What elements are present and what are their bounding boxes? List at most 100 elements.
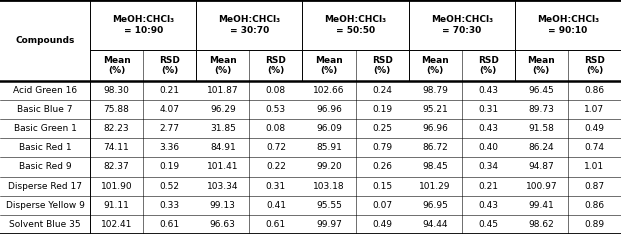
Text: 0.08: 0.08 — [266, 86, 286, 95]
Text: 99.97: 99.97 — [316, 220, 342, 229]
Text: MeOH:CHCl₃
= 90:10: MeOH:CHCl₃ = 90:10 — [537, 15, 599, 35]
Text: 0.43: 0.43 — [478, 86, 498, 95]
Text: 0.33: 0.33 — [160, 201, 179, 210]
Text: 0.61: 0.61 — [160, 220, 179, 229]
Text: RSD
(%): RSD (%) — [371, 56, 392, 75]
Text: 31.85: 31.85 — [210, 124, 236, 133]
Text: 0.86: 0.86 — [584, 86, 604, 95]
Text: 0.87: 0.87 — [584, 182, 604, 191]
Text: 0.43: 0.43 — [478, 124, 498, 133]
Text: 86.24: 86.24 — [528, 143, 554, 152]
Text: MeOH:CHCl₃
= 10:90: MeOH:CHCl₃ = 10:90 — [112, 15, 175, 35]
Text: 0.31: 0.31 — [478, 105, 498, 114]
Text: 2.77: 2.77 — [160, 124, 179, 133]
Text: RSD
(%): RSD (%) — [265, 56, 286, 75]
Text: 96.09: 96.09 — [316, 124, 342, 133]
Text: 99.13: 99.13 — [210, 201, 236, 210]
Text: 0.26: 0.26 — [372, 162, 392, 172]
Text: 100.97: 100.97 — [525, 182, 557, 191]
Text: 98.62: 98.62 — [528, 220, 554, 229]
Text: 0.19: 0.19 — [160, 162, 179, 172]
Text: 0.43: 0.43 — [478, 201, 498, 210]
Text: 0.89: 0.89 — [584, 220, 604, 229]
Text: 101.29: 101.29 — [419, 182, 451, 191]
Text: 99.41: 99.41 — [528, 201, 554, 210]
Text: RSD
(%): RSD (%) — [478, 56, 499, 75]
Text: 85.91: 85.91 — [316, 143, 342, 152]
Text: 94.44: 94.44 — [422, 220, 448, 229]
Text: 0.79: 0.79 — [372, 143, 392, 152]
Text: 95.21: 95.21 — [422, 105, 448, 114]
Text: Mean
(%): Mean (%) — [315, 56, 343, 75]
Text: 0.49: 0.49 — [584, 124, 604, 133]
Text: 0.21: 0.21 — [160, 86, 179, 95]
Text: 0.53: 0.53 — [266, 105, 286, 114]
Text: Mean
(%): Mean (%) — [102, 56, 130, 75]
Text: Mean
(%): Mean (%) — [421, 56, 449, 75]
Text: RSD
(%): RSD (%) — [159, 56, 180, 75]
Text: 96.96: 96.96 — [422, 124, 448, 133]
Text: 101.90: 101.90 — [101, 182, 132, 191]
Text: 98.45: 98.45 — [422, 162, 448, 172]
Text: 0.45: 0.45 — [478, 220, 498, 229]
Text: 0.19: 0.19 — [372, 105, 392, 114]
Text: 0.15: 0.15 — [372, 182, 392, 191]
Text: Solvent Blue 35: Solvent Blue 35 — [9, 220, 81, 229]
Text: 84.91: 84.91 — [210, 143, 235, 152]
Text: 0.22: 0.22 — [266, 162, 286, 172]
Text: Mean
(%): Mean (%) — [209, 56, 237, 75]
Text: Basic Blue 7: Basic Blue 7 — [17, 105, 73, 114]
Text: 96.45: 96.45 — [528, 86, 554, 95]
Text: MeOH:CHCl₃
= 30:70: MeOH:CHCl₃ = 30:70 — [218, 15, 281, 35]
Text: 1.07: 1.07 — [584, 105, 604, 114]
Text: 91.58: 91.58 — [528, 124, 555, 133]
Text: 103.34: 103.34 — [207, 182, 238, 191]
Text: Mean
(%): Mean (%) — [527, 56, 555, 75]
Text: 101.87: 101.87 — [207, 86, 238, 95]
Text: 75.88: 75.88 — [104, 105, 130, 114]
Text: Disperse Red 17: Disperse Red 17 — [8, 182, 82, 191]
Text: 86.72: 86.72 — [422, 143, 448, 152]
Text: 82.23: 82.23 — [104, 124, 129, 133]
Text: 0.74: 0.74 — [584, 143, 604, 152]
Text: RSD
(%): RSD (%) — [584, 56, 605, 75]
Text: 95.55: 95.55 — [316, 201, 342, 210]
Text: Basic Red 9: Basic Red 9 — [19, 162, 71, 172]
Text: 96.96: 96.96 — [316, 105, 342, 114]
Text: 0.07: 0.07 — [372, 201, 392, 210]
Text: 101.41: 101.41 — [207, 162, 238, 172]
Text: 96.29: 96.29 — [210, 105, 235, 114]
Text: Acid Green 16: Acid Green 16 — [13, 86, 77, 95]
Text: Disperse Yellow 9: Disperse Yellow 9 — [6, 201, 84, 210]
Text: 102.41: 102.41 — [101, 220, 132, 229]
Text: 1.01: 1.01 — [584, 162, 604, 172]
Text: 0.49: 0.49 — [372, 220, 392, 229]
Text: 99.20: 99.20 — [316, 162, 342, 172]
Text: MeOH:CHCl₃
= 70:30: MeOH:CHCl₃ = 70:30 — [430, 15, 493, 35]
Text: 74.11: 74.11 — [104, 143, 129, 152]
Text: 0.86: 0.86 — [584, 201, 604, 210]
Text: 4.07: 4.07 — [160, 105, 179, 114]
Text: 0.25: 0.25 — [372, 124, 392, 133]
Text: 82.37: 82.37 — [104, 162, 129, 172]
Text: 0.72: 0.72 — [266, 143, 286, 152]
Text: 0.21: 0.21 — [478, 182, 498, 191]
Text: 0.31: 0.31 — [266, 182, 286, 191]
Text: MeOH:CHCl₃
= 50:50: MeOH:CHCl₃ = 50:50 — [324, 15, 387, 35]
Text: 91.11: 91.11 — [104, 201, 130, 210]
Text: 0.41: 0.41 — [266, 201, 286, 210]
Text: 102.66: 102.66 — [313, 86, 345, 95]
Text: 0.61: 0.61 — [266, 220, 286, 229]
Text: 0.52: 0.52 — [160, 182, 179, 191]
Text: Basic Green 1: Basic Green 1 — [14, 124, 76, 133]
Text: 0.40: 0.40 — [478, 143, 498, 152]
Text: 103.18: 103.18 — [313, 182, 345, 191]
Text: 0.34: 0.34 — [478, 162, 498, 172]
Text: 96.95: 96.95 — [422, 201, 448, 210]
Text: 0.24: 0.24 — [372, 86, 392, 95]
Text: 89.73: 89.73 — [528, 105, 555, 114]
Text: 94.87: 94.87 — [528, 162, 554, 172]
Text: 96.63: 96.63 — [210, 220, 236, 229]
Text: 3.36: 3.36 — [160, 143, 179, 152]
Text: Compounds: Compounds — [16, 36, 75, 45]
